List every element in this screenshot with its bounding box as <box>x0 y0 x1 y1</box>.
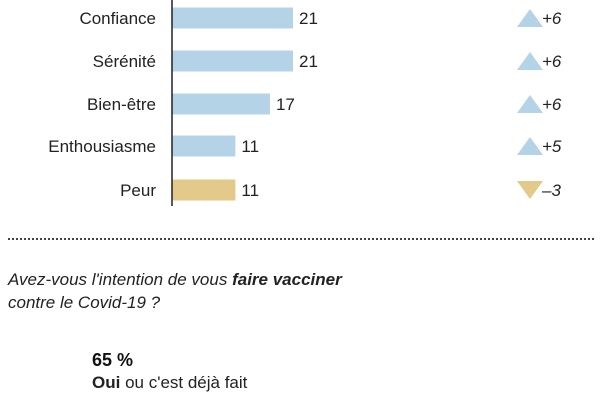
change-label-enthousiasme: +5 <box>542 137 562 156</box>
bar-enthousiasme <box>172 135 236 157</box>
value-label-peur: 11 <box>241 181 259 200</box>
value-label-confiance: 21 <box>299 9 318 28</box>
bar-bien-etre <box>172 93 270 115</box>
answer-percentage: 65 % <box>92 350 134 370</box>
emotion-bar-chart: Confiance 21 +6 Sérénité 21 +6 Bien-être 17 +6 En… <box>48 0 562 206</box>
trend-up-icon-serenite <box>517 52 543 70</box>
answer-label: Oui ou c'est déjà fait <box>92 373 247 393</box>
change-label-serenite: +6 <box>542 52 562 71</box>
trend-up-icon-bien-etre <box>517 95 543 113</box>
bar-serenite <box>172 50 293 72</box>
trend-up-icon-confiance <box>517 9 543 27</box>
question-text-end: contre le Covid-19 ? <box>8 293 161 312</box>
dotted-separator <box>8 238 594 240</box>
category-label-bien-etre: Bien-être <box>87 95 156 114</box>
category-label-confiance: Confiance <box>79 9 156 28</box>
value-label-enthousiasme: 11 <box>241 137 259 156</box>
change-label-bien-etre: +6 <box>542 95 562 114</box>
bar-peur <box>172 179 236 201</box>
change-label-peur: –3 <box>541 181 561 200</box>
value-label-serenite: 21 <box>299 52 318 71</box>
trend-up-icon-enthousiasme <box>517 137 543 155</box>
answer-emphasis: Oui <box>92 373 121 392</box>
category-label-enthousiasme: Enthousiasme <box>48 137 156 156</box>
question-emphasis: faire vacciner <box>232 270 342 289</box>
question-text-start: Avez-vous l'intention de vous <box>8 270 233 289</box>
vaccination-question: Avez-vous l'intention de vous faire vacc… <box>8 268 568 314</box>
change-label-confiance: +6 <box>542 9 562 28</box>
value-label-bien-etre: 17 <box>276 95 295 114</box>
trend-down-icon-peur <box>517 181 543 199</box>
bar-confiance <box>172 7 293 29</box>
category-label-serenite: Sérénité <box>93 52 156 71</box>
answer-rest: ou c'est déjà fait <box>120 373 248 392</box>
category-label-peur: Peur <box>120 181 156 200</box>
